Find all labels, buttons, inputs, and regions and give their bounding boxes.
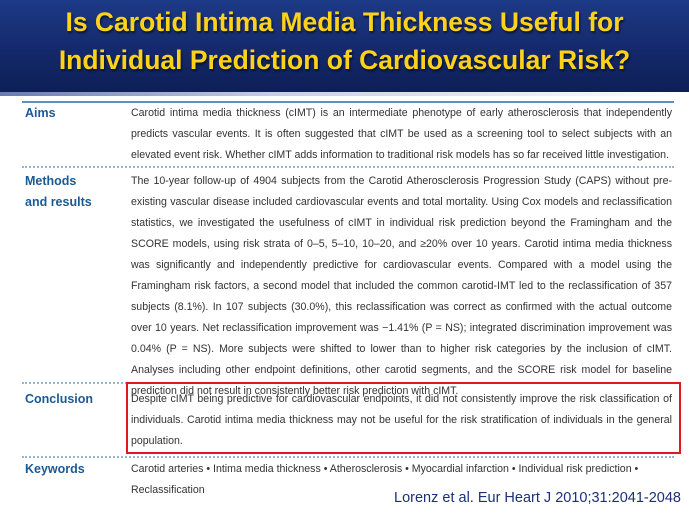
methods-label: Methods and results bbox=[25, 171, 92, 213]
conclusion-highlight-box bbox=[126, 382, 681, 454]
keywords-label: Keywords bbox=[25, 462, 85, 476]
aims-text: Carotid intima media thickness (cIMT) is… bbox=[131, 107, 672, 161]
methods-label-line-1: Methods bbox=[25, 174, 77, 188]
conclusion-text: Despite cIMT being predictive for cardio… bbox=[131, 393, 672, 447]
citation: Lorenz et al. Eur Heart J 2010;31:2041-2… bbox=[394, 490, 681, 506]
keywords-text: Carotid arteries • Intima media thicknes… bbox=[131, 463, 639, 496]
section-divider bbox=[22, 166, 674, 168]
aims-label: Aims bbox=[25, 106, 56, 120]
methods-label-line-2: and results bbox=[25, 195, 92, 209]
slide-header: Is Carotid Intima Media Thickness Useful… bbox=[0, 0, 689, 92]
slide-title-line-2: Individual Prediction of Cardiovascular … bbox=[58, 45, 631, 75]
header-accent-bar bbox=[0, 92, 689, 96]
methods-text: The 10-year follow-up of 4904 subjects f… bbox=[131, 175, 672, 397]
abstract-top-rule bbox=[22, 101, 674, 103]
slide-title-line-1: Is Carotid Intima Media Thickness Useful… bbox=[65, 7, 624, 37]
section-divider bbox=[22, 456, 674, 458]
conclusion-label: Conclusion bbox=[25, 392, 94, 406]
